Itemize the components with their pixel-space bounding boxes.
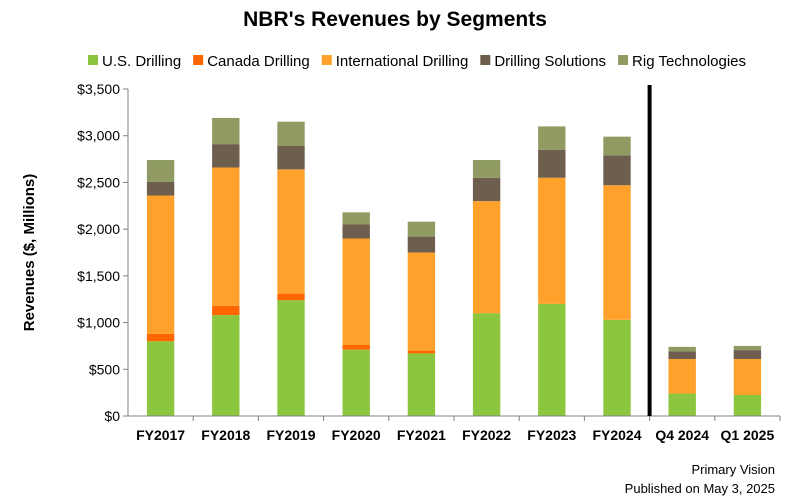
legend-item-3: Drilling Solutions	[480, 53, 606, 70]
bar-segment-rig-technologies	[407, 221, 436, 237]
bar-segment-u-s-drilling	[472, 313, 501, 416]
y-tick-label: $500	[89, 361, 120, 377]
legend-item-0: U.S. Drilling	[88, 53, 181, 70]
bar-stack-fy2018	[212, 117, 240, 416]
bar-segment-rig-technologies	[342, 212, 370, 225]
bar-segment-canada-drilling	[277, 293, 305, 301]
chart-legend: U.S. Drilling Canada Drilling Internationa…	[88, 53, 746, 70]
bar-segment-international-drilling	[472, 201, 501, 314]
bar-segment-drilling-solutions	[342, 224, 370, 239]
bar-stack-q4-2024	[668, 346, 696, 416]
bar-segment-u-s-drilling	[733, 394, 762, 416]
bar-stack-fy2017	[146, 160, 175, 416]
bar-segment-rig-technologies	[733, 345, 762, 351]
chart-title: NBR's Revenues by Segments	[243, 8, 547, 31]
bar-segment-international-drilling	[277, 169, 305, 294]
bar-segment-international-drilling	[342, 238, 370, 345]
bar-segment-drilling-solutions	[733, 350, 762, 360]
bar-segment-rig-technologies	[146, 160, 175, 182]
legend-swatch	[193, 55, 204, 65]
bar-segment-international-drilling	[603, 185, 631, 320]
bar-segment-drilling-solutions	[146, 181, 175, 196]
bar-segment-u-s-drilling	[342, 349, 370, 416]
legend-swatch	[480, 55, 491, 65]
bar-segment-canada-drilling	[146, 333, 175, 342]
bar-segment-rig-technologies	[538, 126, 566, 150]
bar-segment-u-s-drilling	[212, 315, 240, 416]
bar-segment-rig-technologies	[472, 160, 501, 178]
bars	[146, 117, 762, 416]
x-tick-label: FY2017	[136, 427, 185, 443]
bar-segment-international-drilling	[212, 167, 240, 306]
footer-source: Primary Vision	[691, 462, 775, 477]
legend-swatch	[618, 55, 629, 65]
bar-segment-rig-technologies	[668, 346, 696, 352]
y-tick-label: $3,500	[77, 81, 120, 97]
y-tick-label: $1,500	[77, 268, 120, 284]
bar-stack-fy2020	[342, 212, 370, 416]
bar-segment-u-s-drilling	[668, 393, 696, 416]
y-tick-label: $3,000	[77, 128, 120, 144]
bar-stack-fy2023	[538, 126, 566, 416]
bar-segment-international-drilling	[733, 359, 762, 395]
legend-item-4: Rig Technologies	[618, 53, 746, 70]
y-axis-label: Revenues ($, Millions)	[21, 174, 38, 332]
legend-swatch	[88, 55, 98, 65]
x-tick-label: FY2020	[332, 427, 381, 443]
x-tick-label: FY2021	[397, 427, 446, 443]
footer-published-date: Published on May 3, 2025	[624, 481, 775, 496]
bar-segment-rig-technologies	[603, 136, 631, 156]
bar-segment-rig-technologies	[277, 121, 305, 146]
y-axis: $0 $500 $1,000 $1,500 $2,000 $2,500 $3,000 $3,5…	[77, 81, 129, 424]
bar-segment-international-drilling	[538, 177, 566, 304]
bar-segment-u-s-drilling	[407, 353, 436, 416]
bar-segment-drilling-solutions	[277, 145, 305, 170]
legend-label: Drilling Solutions	[494, 53, 606, 70]
bar-segment-rig-technologies	[212, 117, 240, 145]
bar-segment-drilling-solutions	[668, 351, 696, 360]
y-tick-label: $1,000	[77, 315, 120, 331]
bar-segment-drilling-solutions	[603, 155, 631, 186]
y-tick-label: $2,000	[77, 221, 120, 237]
bar-segment-drilling-solutions	[472, 177, 501, 202]
x-tick-label: Q4 2024	[655, 427, 709, 443]
bar-stack-fy2022	[472, 160, 501, 416]
x-tick-label: FY2023	[527, 427, 576, 443]
x-tick-label: FY2022	[462, 427, 511, 443]
legend-label: International Drilling	[336, 53, 469, 70]
bar-segment-drilling-solutions	[538, 149, 566, 178]
bar-segment-u-s-drilling	[603, 319, 631, 416]
bar-segment-canada-drilling	[212, 305, 240, 316]
bar-segment-international-drilling	[146, 195, 175, 334]
x-tick-label: FY2019	[266, 427, 315, 443]
bar-segment-drilling-solutions	[212, 144, 240, 168]
legend-item-1: Canada Drilling	[193, 53, 310, 70]
x-axis: FY2017 FY2018 FY2019 FY2020 FY2021 FY2022 FY20…	[128, 415, 781, 443]
bar-segment-canada-drilling	[407, 350, 436, 354]
x-tick-label: Q1 2025	[721, 427, 775, 443]
x-tick-label: FY2024	[592, 427, 641, 443]
bar-segment-international-drilling	[407, 252, 436, 351]
legend-label: U.S. Drilling	[102, 53, 181, 70]
bar-segment-canada-drilling	[342, 344, 370, 350]
bar-segment-u-s-drilling	[277, 300, 305, 416]
y-tick-label: $2,500	[77, 174, 120, 190]
bar-segment-u-s-drilling	[146, 341, 175, 416]
bar-segment-u-s-drilling	[538, 303, 566, 416]
bar-stack-fy2021	[407, 221, 436, 416]
legend-label: Rig Technologies	[632, 53, 746, 70]
bar-stack-fy2019	[277, 121, 305, 416]
bar-stack-fy2024	[603, 136, 631, 416]
bar-segment-drilling-solutions	[407, 236, 436, 253]
legend-item-2: International Drilling	[321, 53, 469, 70]
legend-label: Canada Drilling	[207, 53, 310, 70]
legend-swatch	[321, 55, 332, 65]
bar-segment-international-drilling	[668, 359, 696, 394]
x-tick-label: FY2018	[201, 427, 250, 443]
y-tick-label: $0	[104, 408, 120, 424]
bar-stack-q1-2025	[733, 345, 762, 416]
